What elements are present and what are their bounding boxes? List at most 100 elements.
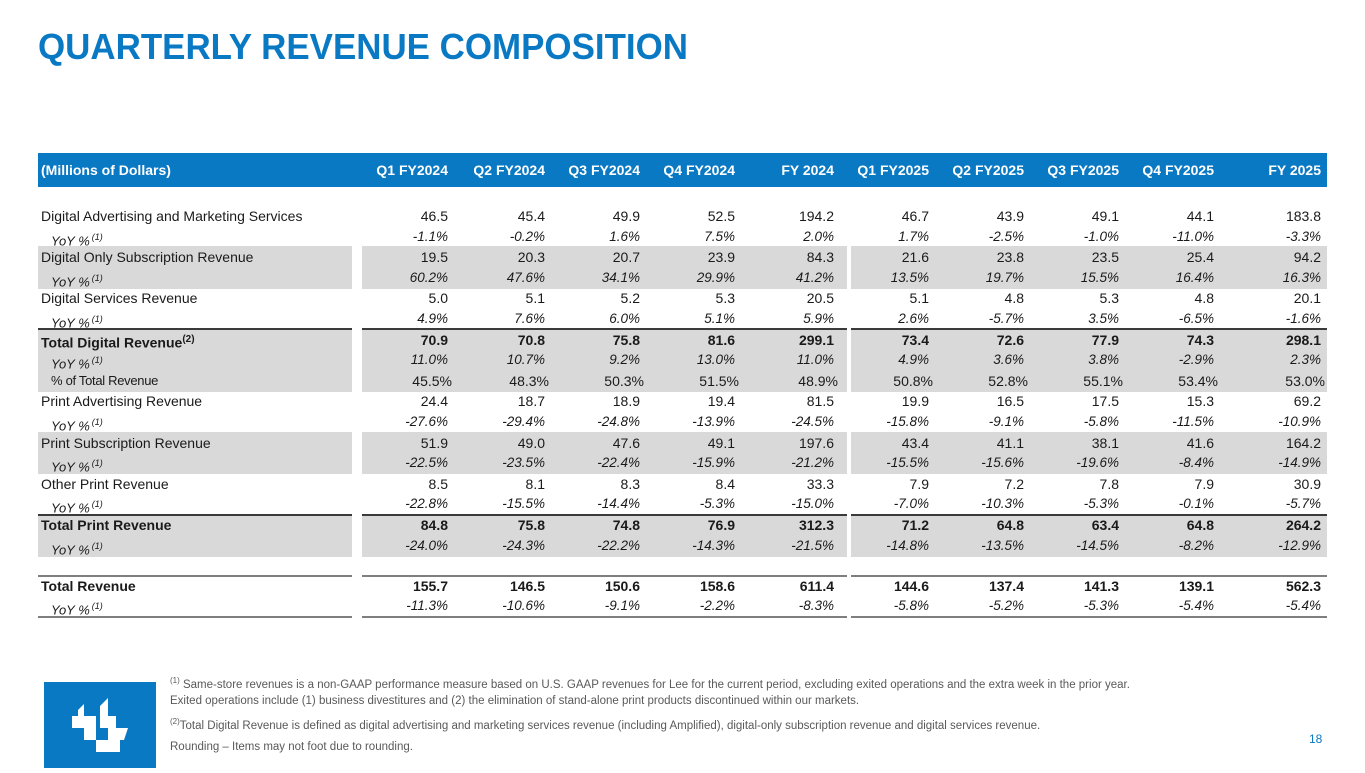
table-cell: 46.7 — [901, 208, 929, 224]
row-label-text: Digital Only Subscription Revenue — [41, 249, 254, 265]
table-cell: 183.8 — [1285, 208, 1321, 224]
table-cell: 155.7 — [412, 577, 448, 594]
footnote-1: (1) Same-store revenues is a non-GAAP pe… — [170, 673, 1130, 709]
table-cell: -15.5% — [886, 455, 929, 470]
table-cell: -5.8% — [893, 598, 929, 613]
table-cell: 63.4 — [1091, 517, 1119, 533]
column-header: Q1 FY2025 — [857, 162, 929, 178]
table-row: YoY % (1) 11.0% 10.7% 9.2% 13.0% 11.0% 4.9% 3.6%… — [38, 350, 1327, 371]
table-cell: 3.5% — [1088, 310, 1119, 326]
table-cell: 44.1 — [1186, 208, 1214, 224]
table-cell: 33.3 — [806, 475, 834, 492]
row-label: % of Total Revenue — [38, 371, 352, 392]
row-shade — [851, 328, 1327, 392]
row-shade — [362, 328, 847, 392]
row-shade — [362, 246, 847, 289]
row-label: YoY % (1) — [38, 536, 352, 557]
table-cell: 81.6 — [707, 331, 735, 348]
table-cell: 5.1 — [909, 290, 929, 306]
table-cell: -22.2% — [597, 537, 640, 553]
table-cell: 10.7% — [506, 352, 545, 367]
column-header: Q2 FY2025 — [952, 162, 1024, 178]
table-cell: 47.6% — [506, 269, 545, 285]
table-cell: 20.5 — [806, 290, 834, 306]
table-cell: 19.4 — [707, 393, 735, 409]
row-divider — [851, 328, 1327, 330]
table-cell: -8.3% — [798, 598, 834, 613]
row-label: Print Advertising Revenue — [38, 391, 352, 412]
table-cell: -0.2% — [509, 228, 545, 244]
table-cell: -14.3% — [692, 537, 735, 553]
table-cell: 50.8% — [893, 372, 933, 389]
table-cell: 3.6% — [993, 352, 1024, 367]
row-label-text: Total Print Revenue — [41, 517, 172, 533]
table-cell: 5.0 — [428, 290, 448, 306]
table-cell: 164.2 — [1285, 434, 1321, 451]
table-cell: -24.8% — [597, 413, 640, 429]
footnote-ref: (1) — [91, 458, 103, 468]
table-cell: -10.3% — [981, 496, 1024, 511]
row-label-text: YoY % — [51, 314, 90, 330]
row-divider — [38, 328, 352, 330]
table-cell: 70.8 — [517, 331, 545, 348]
row-label: Digital Advertising and Marketing Servic… — [38, 206, 352, 227]
table-row: Total Revenue 155.7 146.5 150.6 158.6 611.4 14… — [38, 576, 1327, 597]
table-cell: 74.3 — [1186, 331, 1214, 348]
table-cell: -5.3% — [699, 496, 735, 511]
table-cell: -14.8% — [886, 537, 929, 553]
table-row: YoY % (1) -1.1% -0.2% 1.6% 7.5% 2.0% 1.7% -2.5% -… — [38, 227, 1327, 248]
table-cell: 46.5 — [420, 208, 448, 224]
table-cell: 4.9% — [898, 352, 929, 367]
table-cell: 8.4 — [715, 475, 735, 492]
table-cell: 264.2 — [1285, 517, 1321, 533]
table-cell: -12.9% — [1278, 537, 1321, 553]
table-cell: 8.5 — [428, 475, 448, 492]
footnote-ref: (1) — [91, 499, 103, 509]
table-cell: 51.9 — [420, 434, 448, 451]
row-label-text: Other Print Revenue — [41, 475, 169, 492]
table-cell: 150.6 — [604, 577, 640, 594]
column-header: Q4 FY2024 — [663, 162, 735, 178]
column-header: Q4 FY2025 — [1142, 162, 1214, 178]
row-label-text: Print Subscription Revenue — [41, 434, 211, 451]
table-row: Other Print Revenue 8.5 8.1 8.3 8.4 33.3 7.9 7.… — [38, 474, 1327, 495]
row-shade — [38, 328, 352, 392]
table-cell: -21.2% — [791, 455, 834, 470]
row-label-text: Total Digital Revenue — [41, 334, 183, 351]
table-cell: 48.3% — [509, 372, 549, 389]
table-cell: -9.1% — [988, 413, 1024, 429]
row-divider — [38, 514, 352, 516]
table-row: Print Advertising Revenue 24.4 18.7 18.9 19.… — [38, 391, 1327, 412]
table-cell: 49.9 — [612, 208, 640, 224]
table-cell: -0.1% — [1178, 496, 1214, 511]
table-cell: 70.9 — [420, 331, 448, 348]
table-cell: -13.5% — [981, 537, 1024, 553]
table-cell: 13.0% — [696, 352, 735, 367]
table-cell: 19.9 — [901, 393, 929, 409]
table-cell: -22.8% — [405, 496, 448, 511]
table-cell: 53.4% — [1178, 372, 1218, 389]
table-cell: -11.5% — [1172, 413, 1214, 429]
table-cell: 47.6 — [612, 434, 640, 451]
table-cell: -29.4% — [502, 413, 545, 429]
table-cell: 1.7% — [898, 228, 929, 244]
footnote-ref: (1) — [91, 355, 103, 365]
page-title: QUARTERLY REVENUE COMPOSITION — [38, 26, 689, 67]
table-cell: -24.5% — [791, 413, 834, 429]
row-label-text: YoY % — [51, 273, 90, 289]
table-cell: -7.0% — [893, 496, 929, 511]
table-cell: -14.9% — [1278, 455, 1321, 470]
table-cell: 2.3% — [1290, 352, 1321, 367]
row-label: YoY % (1) — [38, 453, 352, 474]
row-divider — [362, 514, 847, 516]
row-label-text: YoY % — [51, 459, 90, 475]
table-cell: 30.9 — [1293, 475, 1321, 492]
table-cell: 9.2% — [609, 352, 640, 367]
footnote-ref: (1) — [91, 272, 103, 283]
table-cell: 75.8 — [517, 517, 545, 533]
table-row: Digital Services Revenue 5.0 5.1 5.2 5.3 20.5… — [38, 288, 1327, 309]
table-cell: 23.5 — [1091, 249, 1119, 265]
table-cell: -13.9% — [692, 413, 735, 429]
table-row: YoY % (1) -22.8% -15.5% -14.4% -5.3% -15.0% -7.… — [38, 494, 1327, 515]
table-cell: -15.6% — [981, 455, 1024, 470]
